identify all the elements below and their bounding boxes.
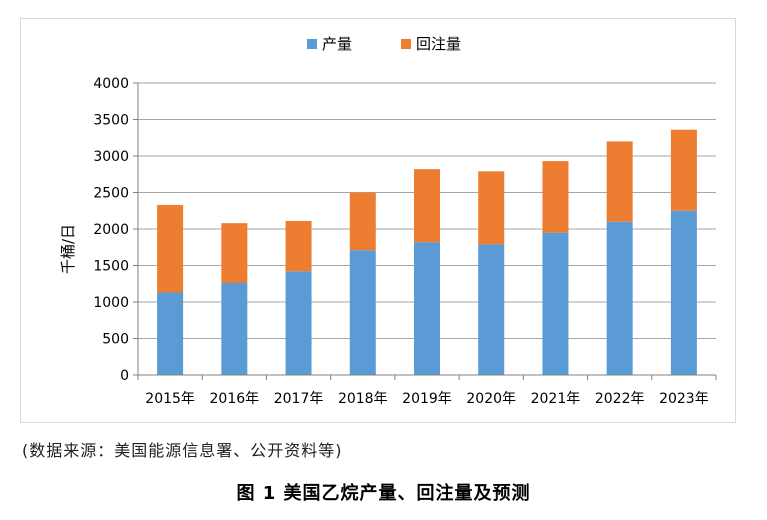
bar-reinjection: [221, 223, 248, 284]
bar-reinjection: [414, 169, 440, 243]
bar-production: [414, 242, 440, 375]
x-tick-label: 2018年: [338, 391, 388, 407]
x-tick-label: 2023年: [659, 391, 709, 407]
y-tick-label: 3500: [93, 113, 129, 129]
y-tick-label: 4000: [93, 76, 129, 92]
legend-swatch: [307, 39, 317, 49]
bar-reinjection: [542, 161, 569, 233]
bar-production: [542, 232, 569, 375]
y-tick-label: 2000: [93, 222, 129, 238]
bar-reinjection: [285, 220, 312, 272]
x-tick-label: 2015年: [145, 391, 195, 407]
y-tick-label: 1500: [93, 259, 129, 275]
x-tick-label: 2022年: [595, 391, 645, 407]
bar-production: [221, 283, 248, 375]
y-tick-label: 2500: [93, 186, 129, 202]
figure-caption: 图 1 美国乙烷产量、回注量及预测: [236, 483, 531, 504]
bar-production: [349, 250, 376, 375]
bar-layer: [157, 129, 697, 375]
legend: 产量 回注量: [307, 35, 461, 53]
bar-reinjection: [349, 192, 376, 251]
axis-layer: 0 500 1000 1500 2000 2500 3000 3500 4000 2015年 201…: [93, 76, 717, 407]
bar-reinjection: [157, 204, 184, 293]
y-tick-label: 500: [102, 332, 129, 348]
legend-label: 回注量: [416, 35, 461, 53]
bar-reinjection: [478, 171, 505, 245]
chart-frame: 0 500 1000 1500 2000 2500 3000 3500 4000 2015年 201…: [20, 18, 736, 423]
y-tick-label: 1000: [93, 295, 129, 311]
bar-reinjection: [670, 129, 697, 211]
bar-production: [670, 210, 697, 375]
bar-reinjection: [606, 141, 633, 222]
x-tick-label: 2017年: [274, 391, 324, 407]
legend-swatch: [401, 39, 411, 49]
x-tick-label: 2019年: [402, 391, 452, 407]
bar-production: [606, 221, 633, 375]
bar-production: [157, 292, 184, 375]
y-axis-label: 千桶/日: [59, 224, 77, 274]
bar-production: [478, 244, 505, 375]
stacked-bar-chart: 0 500 1000 1500 2000 2500 3000 3500 4000 2015年 201…: [59, 35, 717, 407]
x-tick-label: 2020年: [466, 391, 516, 407]
y-tick-label: 3000: [93, 149, 129, 165]
y-tick-label: 0: [120, 368, 129, 384]
bar-production: [285, 271, 312, 375]
source-note: (数据来源：美国能源信息署、公开资料等): [22, 441, 343, 460]
x-tick-label: 2016年: [210, 391, 260, 407]
legend-label: 产量: [322, 35, 352, 53]
x-tick-label: 2021年: [531, 391, 581, 407]
